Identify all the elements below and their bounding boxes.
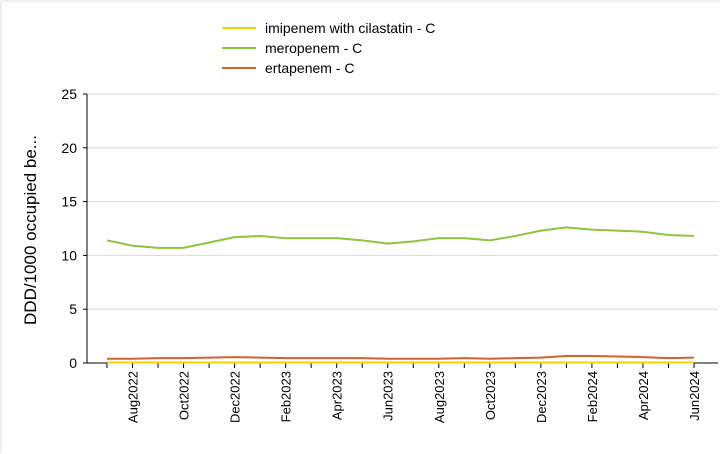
x-tick-label: Feb2024 — [585, 371, 600, 422]
series-line — [106, 226, 695, 249]
y-tick-label: 5 — [69, 301, 77, 317]
legend-label: imipenem with cilastatin - C — [265, 20, 435, 36]
x-tick-label: Aug2023 — [432, 371, 447, 423]
x-tick-label: Feb2023 — [279, 371, 294, 422]
x-tick-label: Apr2024 — [636, 371, 651, 420]
x-tick-label: Oct2022 — [177, 371, 192, 420]
y-tick-label: 0 — [69, 355, 77, 371]
x-tick-label: Dec2022 — [228, 371, 243, 423]
y-tick-label: 25 — [61, 86, 77, 102]
legend-label: meropenem - C — [265, 40, 362, 56]
x-tick-label: Aug2022 — [126, 371, 141, 423]
series-line — [107, 355, 695, 360]
y-tick-label: 15 — [61, 194, 77, 210]
x-tick-label: Jun2024 — [687, 371, 702, 421]
y-tick-label: 10 — [61, 247, 77, 263]
x-tick-label: Dec2023 — [534, 371, 549, 423]
x-tick-label: Apr2023 — [330, 371, 345, 420]
y-tick-label: 20 — [61, 140, 77, 156]
y-axis-label: DDD/1000 occupied be... — [21, 135, 40, 325]
legend-label: ertapenem - C — [265, 60, 354, 76]
x-tick-label: Jun2023 — [381, 371, 396, 421]
x-tick-label: Oct2023 — [483, 371, 498, 420]
